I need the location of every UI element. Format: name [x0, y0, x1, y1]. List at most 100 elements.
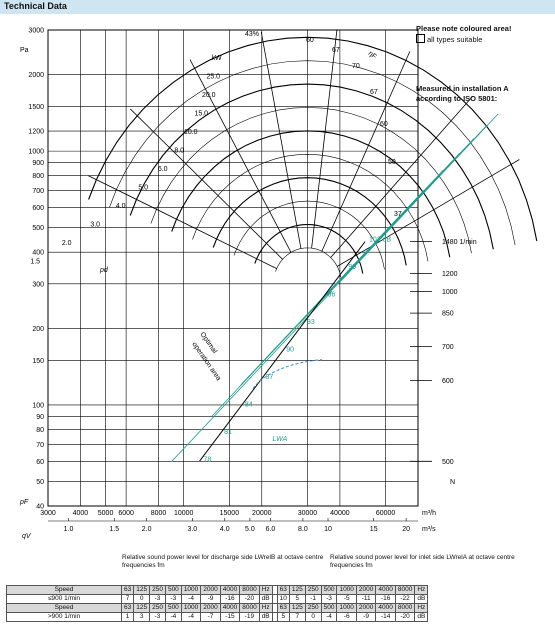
freq-header: 250 [304, 603, 322, 613]
inlet-value: -3 [320, 594, 338, 604]
inlet-value: -5 [336, 594, 357, 604]
efficiency-line [321, 51, 411, 252]
freq-header: 1000 [336, 603, 357, 613]
discharge-value: -3 [164, 594, 182, 604]
colour-note: Please note coloured area! [416, 24, 512, 33]
freq-header: 1000 [180, 585, 202, 595]
y-tick-label: 500 [32, 225, 44, 232]
y-tick-label: 600 [32, 205, 44, 212]
y-tick-label: 200 [32, 326, 44, 333]
pressure-curve [275, 247, 342, 278]
freq-header: 63 [276, 603, 290, 613]
freq-header: 2000 [355, 603, 377, 613]
system-line [337, 113, 499, 285]
inlet-value: -6 [336, 612, 357, 622]
inlet-value: -14 [375, 612, 396, 622]
power-label: 2.0 [62, 240, 72, 247]
freq-header: 4000 [219, 603, 241, 613]
x-tick-label-m3h: 6000 [118, 510, 134, 517]
freq-header: 125 [288, 585, 306, 595]
x-tick-label-m3s: 1.5 [109, 526, 119, 533]
freq-header: 8000 [394, 603, 416, 613]
x-tick-label-m3s: 6.0 [266, 526, 276, 533]
power-label: 8.0 [174, 148, 184, 155]
discharge-value: dB [258, 594, 273, 604]
pressure-curve [129, 83, 494, 250]
inlet-value: -16 [375, 594, 396, 604]
power-label: 15.0 [194, 111, 208, 118]
x-tick-label-m3h: 5000 [98, 510, 114, 517]
freq-header: 4000 [375, 603, 396, 613]
power-label: 20.0 [202, 92, 216, 99]
pressure-curve [109, 60, 516, 246]
pressure-curve [150, 107, 472, 254]
power-label: 5.0 [138, 185, 148, 192]
x-unit-m3s: m³/s [422, 526, 436, 533]
freq-header: 8000 [239, 585, 260, 595]
all-types-legend: all types suitable [416, 34, 482, 44]
efficiency-label: 37 [394, 211, 402, 218]
discharge-value: -15 [219, 612, 241, 622]
efficiency-label: 67 [370, 89, 378, 96]
efficiency-line [330, 96, 473, 258]
row-label: Speed [6, 585, 122, 595]
x-tick-label-m3s: 8.0 [298, 526, 308, 533]
x-tick-label-m3h: 3000 [40, 510, 56, 517]
x-tick-label-m3h: 10000 [174, 510, 194, 517]
table-row: ≤900 1/min 7 0 -3 -3 -4 -9 -16 -20 dB 10 5 -1 -3 -5 -11… [6, 594, 429, 604]
discharge-value: -4 [180, 612, 202, 622]
y-tick-label: 1500 [28, 104, 44, 111]
efficiency-line [189, 59, 292, 253]
discharge-value: -4 [164, 612, 182, 622]
y-tick-label: 1200 [28, 129, 44, 136]
legend-swatch [416, 34, 425, 43]
speed-axis-line [199, 241, 366, 462]
freq-header: 250 [149, 585, 166, 595]
table-row: Speed 63 125 250 500 1000 2000 4000 8000 Hz 63 125 2… [6, 585, 429, 595]
sound-level-label: 84 [245, 401, 253, 408]
inlet-value: -1 [304, 594, 322, 604]
freq-header: 500 [164, 603, 182, 613]
freq-header: Hz [414, 603, 429, 613]
sound-table: Speed 63 125 250 500 1000 2000 4000 8000 Hz 63 125 2… [6, 585, 429, 622]
sound-level-label: 102 dB [369, 237, 392, 244]
sound-level-label: 90 [286, 346, 294, 353]
row-label: >900 1/min [6, 612, 122, 622]
discharge-value: 7 [120, 594, 135, 604]
inlet-value: -11 [355, 594, 377, 604]
inlet-value: -22 [394, 594, 416, 604]
x-tick-label-m3s: 5.0 [245, 526, 255, 533]
x-tick-label-m3h: 20000 [252, 510, 272, 517]
inlet-value: dB [414, 612, 429, 622]
speed-label: 1200 [442, 271, 458, 278]
inlet-value: dB [414, 594, 429, 604]
sound-level-label: 81 [224, 429, 232, 436]
freq-header: 1000 [180, 603, 202, 613]
freq-header: 8000 [394, 585, 416, 595]
pressure-curve [254, 223, 364, 274]
x-tick-label-m3h: 15000 [220, 510, 240, 517]
optimal-area-arc [252, 359, 322, 389]
y-tick-label: 3000 [28, 28, 44, 35]
freq-header: 63 [120, 585, 135, 595]
optimal-label-2: operation area [190, 341, 222, 382]
x-tick-label-m3s: 2.0 [142, 526, 152, 533]
pressure-curve [233, 200, 385, 270]
power-label: 10.0 [184, 129, 198, 136]
y-tick-label: 1000 [28, 149, 44, 156]
inlet-caption: Relative sound power level for inlet sid… [330, 554, 515, 569]
efficiency-label: 60 [380, 121, 388, 128]
freq-header: 4000 [219, 585, 241, 595]
sound-level-label: 99 [348, 264, 356, 271]
inlet-value: 10 [276, 594, 290, 604]
discharge-value: -16 [219, 594, 241, 604]
efficiency-line [311, 29, 338, 249]
x-tick-label-m3s: 3.0 [187, 526, 197, 533]
y-unit-label: Pa [20, 47, 29, 54]
speed-axis-label: N [450, 479, 455, 486]
freq-header: 2000 [200, 585, 221, 595]
x-tick-label-m3h: 40000 [330, 510, 350, 517]
freq-header: 500 [320, 603, 338, 613]
freq-header: 63 [276, 585, 290, 595]
sound-level-label: 93 [307, 319, 315, 326]
